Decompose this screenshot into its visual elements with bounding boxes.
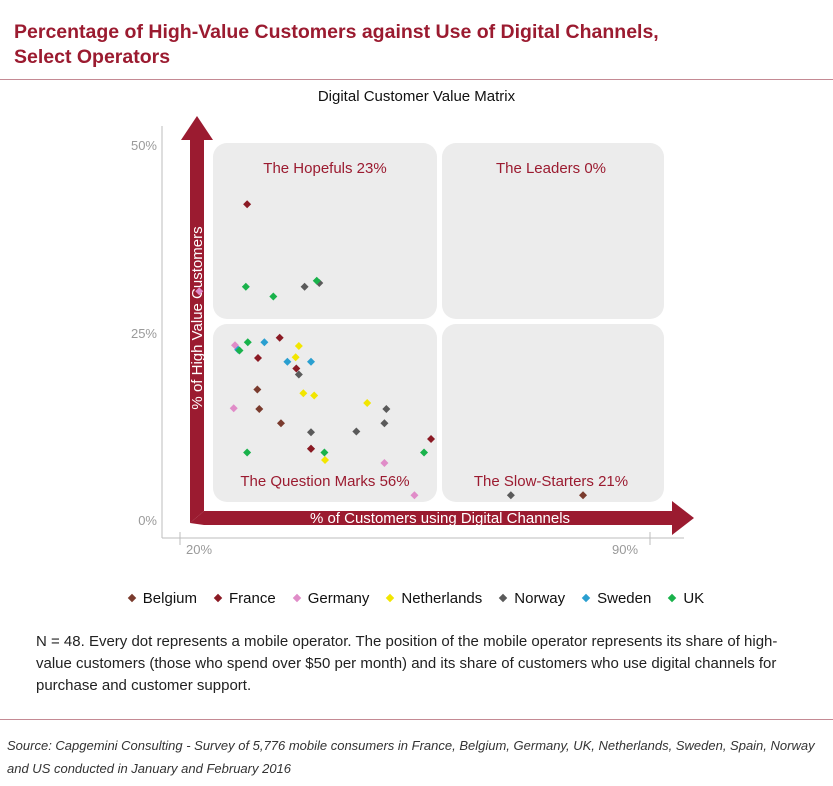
x-axis-label: % of Customers using Digital Channels: [310, 510, 570, 527]
legend-item-netherlands: Netherlands: [386, 590, 483, 607]
data-point-netherlands: [310, 391, 319, 400]
legend-label: UK: [683, 590, 705, 607]
title-rule: [0, 79, 833, 80]
data-point-belgium: [255, 405, 264, 413]
data-point-uk: [420, 448, 429, 457]
data-point-uk: [243, 448, 252, 457]
data-point-germany: [195, 287, 204, 296]
data-point-uk: [312, 276, 321, 285]
point-layer: [195, 200, 588, 500]
title-line-1: Percentage of High-Value Customers again…: [14, 21, 659, 43]
data-point-germany: [410, 491, 419, 500]
data-point-uk: [269, 292, 278, 301]
data-point-netherlands: [299, 389, 308, 398]
data-point-france: [427, 435, 436, 443]
legend-marker: [668, 593, 677, 603]
legend-marker: [499, 593, 508, 603]
data-point-sweden: [306, 357, 315, 366]
legend-item-belgium: Belgium: [127, 590, 197, 607]
legend-label: France: [229, 590, 276, 607]
data-point-france: [253, 354, 262, 362]
legend-marker: [127, 593, 137, 603]
quadrant-label-the-slow-starters: The Slow-Starters 21%: [474, 473, 628, 490]
legend-marker: [386, 593, 395, 603]
quadrant-label-the-question-marks: The Question Marks 56%: [240, 473, 409, 490]
data-point-uk: [243, 338, 252, 347]
data-point-germany: [380, 459, 389, 467]
legend-label: Belgium: [142, 590, 197, 607]
data-point-belgium: [253, 385, 262, 394]
legend-item-france: France: [213, 590, 276, 607]
data-point-france: [292, 364, 301, 373]
scatter-chart: The Hopefuls 23% The Leaders 0% The Questi…: [131, 116, 694, 557]
data-point-uk: [235, 346, 244, 355]
legend-item-norway: Norway: [499, 590, 566, 607]
y-axis-arrow: [181, 116, 213, 523]
data-point-norway: [382, 405, 391, 413]
data-point-france: [275, 333, 284, 342]
data-point-sweden: [260, 338, 269, 347]
source-text: Source: Capgemini Consulting - Survey of…: [7, 738, 815, 776]
x-axis-arrow: [190, 501, 694, 535]
data-point-norway: [300, 282, 309, 291]
data-point-uk: [241, 282, 250, 291]
y-tick-label: 25%: [131, 326, 157, 341]
legend-marker: [581, 593, 591, 603]
quadrant-layer: The Hopefuls 23% The Leaders 0% The Questi…: [213, 143, 664, 502]
legend-label: Netherlands: [401, 590, 483, 607]
data-point-netherlands: [363, 399, 372, 407]
quadrant-the-question-marks: [213, 324, 437, 502]
data-point-norway: [352, 427, 361, 436]
legend-label: Norway: [514, 590, 566, 607]
y-tick-label: 50%: [131, 138, 157, 153]
quadrant-label-the-leaders: The Leaders 0%: [496, 160, 606, 177]
quadrant-the-hopefuls: [213, 143, 437, 319]
legend-marker: [292, 593, 301, 603]
data-point-netherlands: [321, 456, 330, 464]
data-point-norway: [506, 491, 515, 500]
quadrant-label-the-hopefuls: The Hopefuls 23%: [263, 160, 386, 177]
quadrant-the-leaders: [442, 143, 664, 319]
data-point-uk: [320, 448, 329, 457]
page-title: Percentage of High-Value Customers again…: [14, 20, 814, 70]
x-tick-label: 90%: [612, 542, 638, 557]
data-point-belgium: [276, 419, 285, 428]
chart-title: Digital Customer Value Matrix: [317, 88, 516, 105]
y-tick-label: 0%: [138, 513, 157, 528]
legend-marker: [213, 593, 223, 603]
y-axis-label: % of High Value Customers: [189, 226, 206, 409]
data-point-norway: [380, 419, 389, 428]
footnote: N = 48. Every dot represents a mobile op…: [36, 633, 778, 694]
legend-item-sweden: Sweden: [581, 590, 652, 607]
legend-label: Sweden: [597, 590, 652, 607]
legend: Belgium France Germany Netherlands Norway Swe…: [0, 590, 833, 607]
data-point-germany: [229, 404, 238, 413]
data-point-netherlands: [294, 342, 303, 350]
x-tick-label: 20%: [186, 542, 212, 557]
legend-item-germany: Germany: [292, 590, 370, 607]
data-point-belgium: [579, 491, 588, 500]
data-point-france: [243, 200, 252, 209]
data-point-france: [306, 444, 315, 453]
quadrant-the-slow-starters: [442, 324, 664, 502]
legend-item-uk: UK: [668, 590, 705, 607]
axis-layer: % of Customers using Digital Channels % o…: [131, 116, 694, 557]
data-point-norway: [306, 428, 315, 437]
source-rule: [0, 719, 833, 720]
data-point-norway: [294, 370, 303, 379]
data-point-netherlands: [291, 353, 300, 362]
legend-label: Germany: [307, 590, 370, 607]
title-line-2: Select Operators: [14, 46, 171, 68]
data-point-sweden: [283, 357, 292, 366]
